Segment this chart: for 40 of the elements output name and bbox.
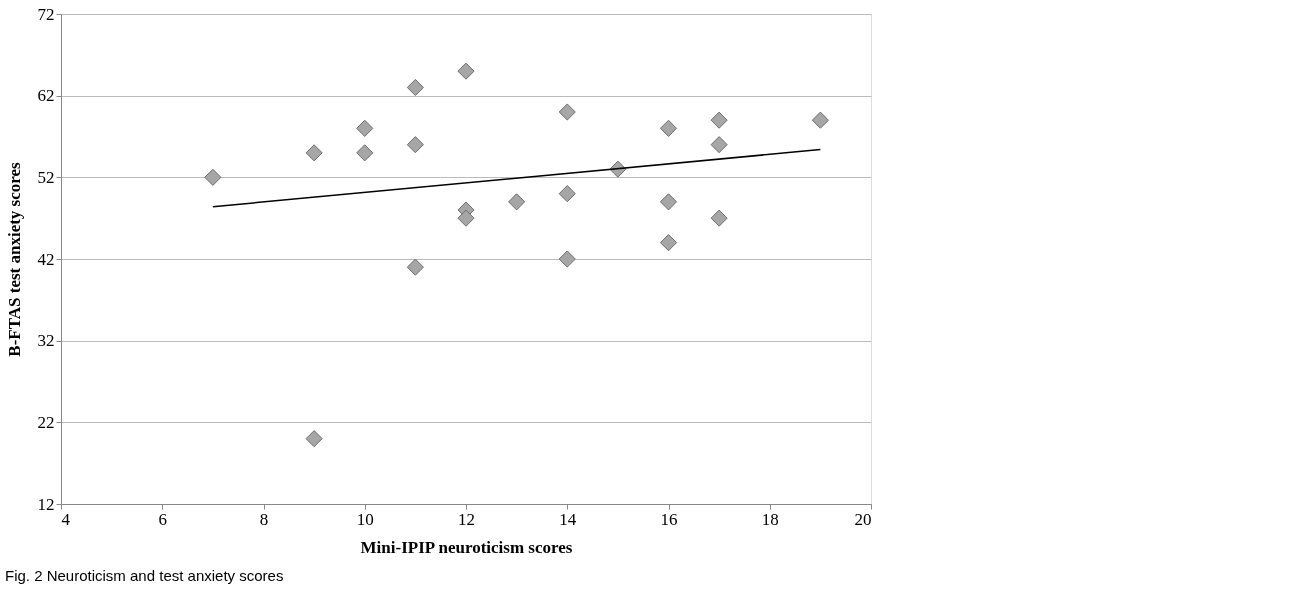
x-axis-title: Mini-IPIP neuroticism scores (360, 537, 573, 557)
y-tick-label: 32 (37, 331, 55, 351)
point (811, 111, 829, 129)
x-tick-label: 14 (559, 509, 577, 529)
point (710, 209, 728, 227)
caption: Fig. 2 Neuroticism and test anxiety scores (5, 567, 284, 584)
y-tick-label: 72 (37, 4, 55, 24)
x-tick-label: 4 (61, 509, 71, 529)
point (558, 250, 576, 268)
point (406, 136, 424, 154)
x-tick-label: 16 (660, 509, 678, 529)
point (406, 258, 424, 276)
point (457, 209, 475, 227)
y-tick-label: 42 (37, 249, 55, 269)
x-tick-label: 12 (458, 509, 475, 529)
y-axis-title: B-FTAS test anxiety scores (4, 161, 24, 357)
x-tick-label: 6 (158, 509, 167, 529)
y-tick-label: 22 (37, 412, 55, 432)
point (558, 185, 576, 203)
point (659, 234, 678, 252)
point (710, 111, 728, 129)
point (356, 119, 374, 137)
y-tick-label: 52 (37, 167, 55, 187)
point (406, 78, 424, 97)
point (356, 144, 374, 162)
point (457, 62, 475, 80)
y-tick-label: 62 (37, 86, 55, 106)
x-tick-label: 10 (356, 509, 374, 529)
point (305, 144, 323, 162)
point (204, 168, 222, 186)
point (558, 103, 576, 121)
x-tick-label: 20 (854, 509, 872, 529)
x-tick-label: 18 (761, 509, 779, 529)
point (659, 119, 678, 137)
point (305, 430, 323, 448)
y-tick-label: 12 (37, 494, 55, 514)
point (659, 193, 678, 211)
point (710, 136, 728, 154)
x-tick-label: 8 (259, 509, 269, 529)
point (508, 193, 526, 211)
